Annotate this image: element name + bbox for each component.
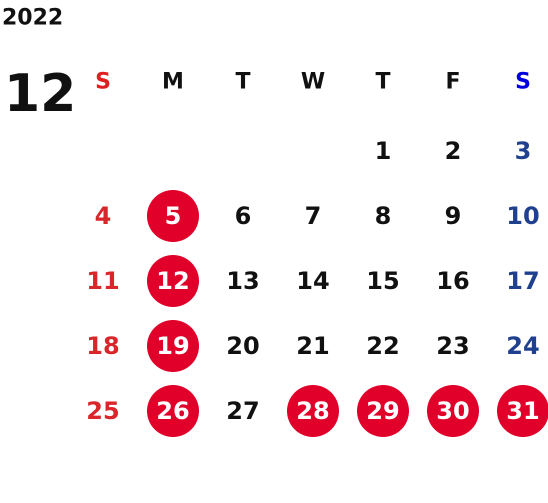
- day: 6: [235, 202, 252, 230]
- day-marker: [147, 255, 199, 307]
- day: 17: [506, 267, 539, 295]
- weekday: W: [301, 70, 325, 95]
- day: 31: [506, 397, 539, 425]
- month: 12: [4, 64, 76, 124]
- day: 14: [296, 267, 329, 295]
- day: 2: [445, 137, 462, 165]
- day: 26: [156, 397, 189, 425]
- day: 20: [226, 332, 259, 360]
- day: 11: [86, 267, 119, 295]
- day-marker: [147, 190, 199, 242]
- weekday: S: [515, 70, 531, 95]
- day: 29: [366, 397, 399, 425]
- year: 2022: [2, 6, 63, 31]
- day: 15: [366, 267, 399, 295]
- day-marker: [427, 385, 479, 437]
- day: 28: [296, 397, 329, 425]
- day: 27: [226, 397, 259, 425]
- weekday: T: [235, 70, 250, 95]
- day: 21: [296, 332, 329, 360]
- day: 18: [86, 332, 119, 360]
- day: 12: [156, 267, 189, 295]
- day: 30: [436, 397, 469, 425]
- day: 16: [436, 267, 469, 295]
- day: 24: [506, 332, 539, 360]
- day: 8: [375, 202, 392, 230]
- day-marker: [147, 385, 199, 437]
- day: 5: [165, 202, 182, 230]
- day: 25: [86, 397, 119, 425]
- day: 9: [445, 202, 462, 230]
- day-marker: [497, 385, 548, 437]
- day-marker: [147, 320, 199, 372]
- day-marker: [357, 385, 409, 437]
- day: 23: [436, 332, 469, 360]
- weekday: M: [162, 70, 184, 95]
- day: 1: [375, 137, 392, 165]
- weekday: T: [375, 70, 390, 95]
- day: 10: [506, 202, 539, 230]
- day: 3: [515, 137, 532, 165]
- day-marker: [287, 385, 339, 437]
- day: 13: [226, 267, 259, 295]
- day: 4: [95, 202, 112, 230]
- day: 7: [305, 202, 322, 230]
- weekday: F: [445, 70, 460, 95]
- day: 19: [156, 332, 189, 360]
- day: 22: [366, 332, 399, 360]
- weekday: S: [95, 70, 111, 95]
